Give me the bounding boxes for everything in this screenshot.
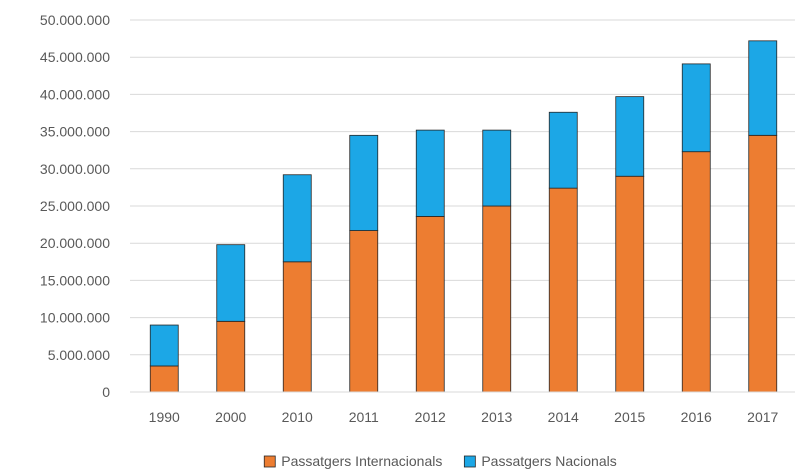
bar-segment-nacionals-2010 [282, 174, 312, 263]
x-tick-label: 2011 [349, 409, 379, 425]
bar-segment-nacionals-2013 [482, 129, 512, 207]
bar-segment-internacionals-2015 [615, 175, 645, 393]
bar-segment-nacionals-2016 [681, 63, 711, 153]
bar-segment-nacionals-2012 [415, 129, 445, 217]
x-axis: 1990 2000 2010 2011 2012 2013 2014 2015 2016 2017 [130, 391, 795, 425]
bars [149, 40, 778, 393]
bar-segment-internacionals-2017 [748, 134, 778, 393]
legend-item-nacionals: Passatgers Nacionals [463, 453, 617, 469]
bar-segment-internacionals-2016 [681, 151, 711, 393]
bar-segment-internacionals-1990 [149, 365, 179, 393]
bar-segment-internacionals-2012 [415, 216, 445, 393]
y-tick-label: 30.000.000 [40, 161, 110, 177]
bar-segment-internacionals-2013 [482, 205, 512, 393]
bar-segment-internacionals-2000 [216, 320, 246, 393]
x-tick-label: 2012 [415, 409, 446, 425]
x-tick-label: 2014 [548, 409, 579, 425]
x-tick-label: 2016 [681, 409, 712, 425]
bar-segment-nacionals-2017 [748, 40, 778, 136]
y-tick-label: 5.000.000 [48, 347, 110, 363]
bar-segment-nacionals-2014 [548, 111, 578, 189]
x-tick-label: 2013 [481, 409, 512, 425]
bar-segment-internacionals-2011 [349, 230, 379, 393]
legend-swatch [263, 455, 276, 468]
legend-swatch [463, 455, 476, 468]
legend-item-internacionals: Passatgers Internacionals [263, 453, 442, 469]
legend-label: Passatgers Internacionals [281, 453, 442, 469]
bar-segment-internacionals-2010 [282, 261, 312, 393]
legend: Passatgers Internacionals Passatgers Naci… [263, 453, 617, 469]
x-tick-label: 1990 [149, 409, 180, 425]
y-tick-label: 45.000.000 [40, 49, 110, 65]
y-tick-label: 35.000.000 [40, 124, 110, 140]
bar-segment-nacionals-2000 [216, 244, 246, 322]
x-tick-label: 2010 [282, 409, 313, 425]
legend-label: Passatgers Nacionals [481, 453, 616, 469]
y-tick-label: 50.000.000 [40, 12, 110, 28]
y-tick-label: 0 [102, 384, 110, 400]
y-tick-label: 20.000.000 [40, 235, 110, 251]
bar-segment-nacionals-2011 [349, 134, 379, 231]
y-tick-label: 25.000.000 [40, 198, 110, 214]
y-tick-label: 15.000.000 [40, 272, 110, 288]
bar-segment-nacionals-2015 [615, 96, 645, 177]
bar-segment-nacionals-1990 [149, 324, 179, 367]
x-tick-label: 2017 [747, 409, 778, 425]
x-tick-label: 2000 [215, 409, 246, 425]
y-axis: 0 5.000.000 10.000.000 15.000.000 20.000.000… [40, 12, 110, 400]
bar-segment-internacionals-2014 [548, 187, 578, 393]
y-tick-label: 40.000.000 [40, 86, 110, 102]
x-tick-label: 2015 [614, 409, 645, 425]
y-tick-label: 10.000.000 [40, 310, 110, 326]
